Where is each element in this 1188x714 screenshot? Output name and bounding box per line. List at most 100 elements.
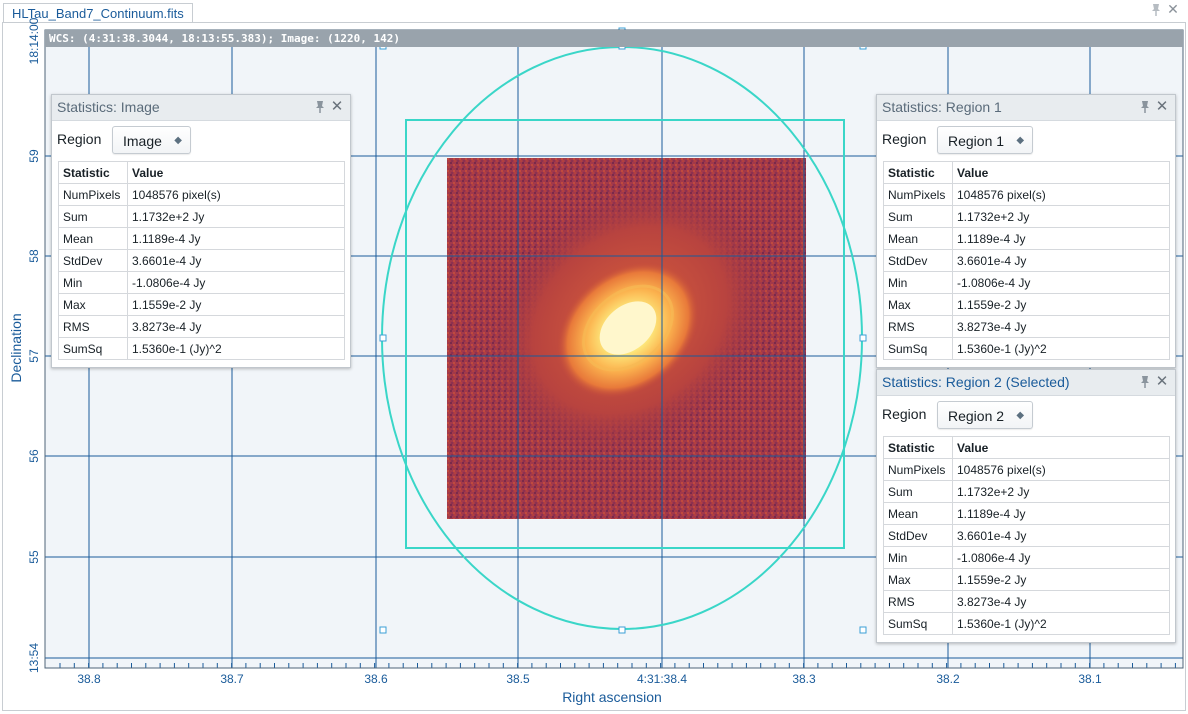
close-icon[interactable]: ✕ [1155,373,1169,390]
table-row: RMS 3.8273e-4 Jy [883,590,1170,613]
tab-image-file[interactable]: HLTau_Band7_Continuum.fits [3,3,193,22]
y-tick-label: 57 [27,349,41,363]
statistic-value: 1.1732e+2 Jy [952,205,1170,228]
y-tick-label: 56 [27,449,41,463]
x-tick-label: 38.6 [364,672,388,686]
y-tick-label: 58 [27,249,41,263]
x-tick-label: 38.8 [77,672,101,686]
statistic-value: -1.0806e-4 Jy [952,271,1170,294]
rectangle-region[interactable] [405,119,845,549]
x-tick-label: 38.1 [1078,672,1102,686]
statistic-value: 1.5360e-1 (Jy)^2 [127,337,345,360]
pin-icon[interactable] [1138,375,1152,389]
y-axis-label: Declination [8,313,24,382]
statistic-name: StdDev [883,249,953,272]
table-row: SumSq 1.5360e-1 (Jy)^2 [883,337,1170,360]
table-row: NumPixels 1048576 pixel(s) [58,183,345,206]
table-row: StdDev 3.6601e-4 Jy [58,249,345,272]
statistic-name: Mean [58,227,128,250]
statistic-value: 1048576 pixel(s) [952,458,1170,481]
statistic-value: 1.1732e+2 Jy [952,480,1170,503]
pin-icon[interactable] [313,100,327,114]
widget-title: Statistics: Region 1 [882,99,1002,115]
wcs-info-bar: WCS: (4:31:38.3044, 18:13:55.383); Image… [45,30,1183,47]
table-row: RMS 3.8273e-4 Jy [883,315,1170,338]
statistic-value: 1.5360e-1 (Jy)^2 [952,337,1170,360]
region-select[interactable]: Region 2 ◆ [937,401,1034,429]
statistic-name: RMS [883,315,953,338]
statistic-value: 1.1189e-4 Jy [952,502,1170,525]
statistics-widget[interactable]: Statistics: Region 2 (Selected) ✕ Region Re… [876,369,1176,643]
y-tick-label: 13:54 [27,643,41,673]
statistics-widget[interactable]: Statistics: Image ✕ Region Image ◆ Statistic V… [51,94,351,368]
statistic-name: StdDev [883,524,953,547]
table-row: SumSq 1.5360e-1 (Jy)^2 [58,337,345,360]
statistic-value: 1048576 pixel(s) [952,183,1170,206]
statistic-value: 1.1559e-2 Jy [127,293,345,316]
table-row: Sum 1.1732e+2 Jy [883,205,1170,228]
region-select[interactable]: Image ◆ [112,126,191,154]
statistics-widget[interactable]: Statistics: Region 1 ✕ Region Region 1 ◆ Stat… [876,94,1176,368]
statistic-name: SumSq [883,337,953,360]
statistic-name: Mean [883,502,953,525]
x-axis-label: Right ascension [562,689,662,705]
resize-handle[interactable] [618,626,626,634]
widget-header[interactable]: Statistics: Region 2 (Selected) ✕ [877,370,1175,396]
table-row: Mean 1.1189e-4 Jy [58,227,345,250]
statistic-value: -1.0806e-4 Jy [952,546,1170,569]
statistic-name: StdDev [58,249,128,272]
y-tick-label: 59 [27,149,41,163]
x-tick-label: 38.2 [936,672,960,686]
select-caret-icon: ◆ [1016,135,1025,146]
statistic-name: RMS [58,315,128,338]
close-icon[interactable]: ✕ [330,98,344,115]
widget-title: Statistics: Image [57,99,160,115]
statistic-value: 1.1559e-2 Jy [952,293,1170,316]
select-caret-icon: ◆ [174,135,182,146]
region-selector-row: Region Region 1 ◆ [877,121,1175,161]
region-select[interactable]: Region 1 ◆ [937,126,1034,154]
close-icon[interactable]: ✕ [1155,98,1169,115]
statistic-name: SumSq [883,612,953,635]
y-axis-ticks: 18:14:00 59 58 57 56 55 13:54 [27,17,41,673]
table-row: StdDev 3.6601e-4 Jy [883,249,1170,272]
pin-icon[interactable] [1149,3,1163,17]
region-label: Region [57,131,102,147]
statistic-value: 1048576 pixel(s) [127,183,345,206]
table-row: NumPixels 1048576 pixel(s) [883,458,1170,481]
resize-handle[interactable] [379,334,387,342]
statistic-value: 1.1559e-2 Jy [952,568,1170,591]
statistic-value: 3.6601e-4 Jy [952,524,1170,547]
table-header-row: Statistic Value [883,161,1170,184]
statistic-value: 1.5360e-1 (Jy)^2 [952,612,1170,635]
table-row: StdDev 3.6601e-4 Jy [883,524,1170,547]
viewer-frame [2,22,1186,711]
close-icon[interactable]: ✕ [1167,1,1179,17]
table-row: Mean 1.1189e-4 Jy [883,227,1170,250]
x-tick-label: 38.3 [792,672,816,686]
tab-bar: HLTau_Band7_Continuum.fits ✕ [0,0,1188,22]
statistic-value: 3.8273e-4 Jy [952,315,1170,338]
statistic-name: NumPixels [883,183,953,206]
pin-icon[interactable] [1138,100,1152,114]
table-header-row: Statistic Value [883,436,1170,459]
resize-handle[interactable] [859,626,867,634]
table-row: RMS 3.8273e-4 Jy [58,315,345,338]
table-row: Max 1.1559e-2 Jy [883,568,1170,591]
statistic-value: 1.1189e-4 Jy [952,227,1170,250]
select-caret-icon: ◆ [1016,410,1025,421]
statistics-table: Statistic Value NumPixels 1048576 pixel(s) S… [58,161,345,360]
widget-header[interactable]: Statistics: Region 1 ✕ [877,95,1175,121]
statistic-name: Max [883,293,953,316]
table-row: Sum 1.1732e+2 Jy [58,205,345,228]
x-axis-ticks: 38.8 38.7 38.6 38.5 4:31:38.4 38.3 38.2 38.1 [77,672,1102,686]
statistic-value: 3.6601e-4 Jy [952,249,1170,272]
statistic-name: NumPixels [883,458,953,481]
resize-handle[interactable] [379,626,387,634]
column-header-statistic: Statistic [58,161,128,184]
statistic-name: Mean [883,227,953,250]
resize-handle[interactable] [859,334,867,342]
statistic-name: Sum [883,480,953,503]
widget-header[interactable]: Statistics: Image ✕ [52,95,350,121]
table-row: Max 1.1559e-2 Jy [58,293,345,316]
